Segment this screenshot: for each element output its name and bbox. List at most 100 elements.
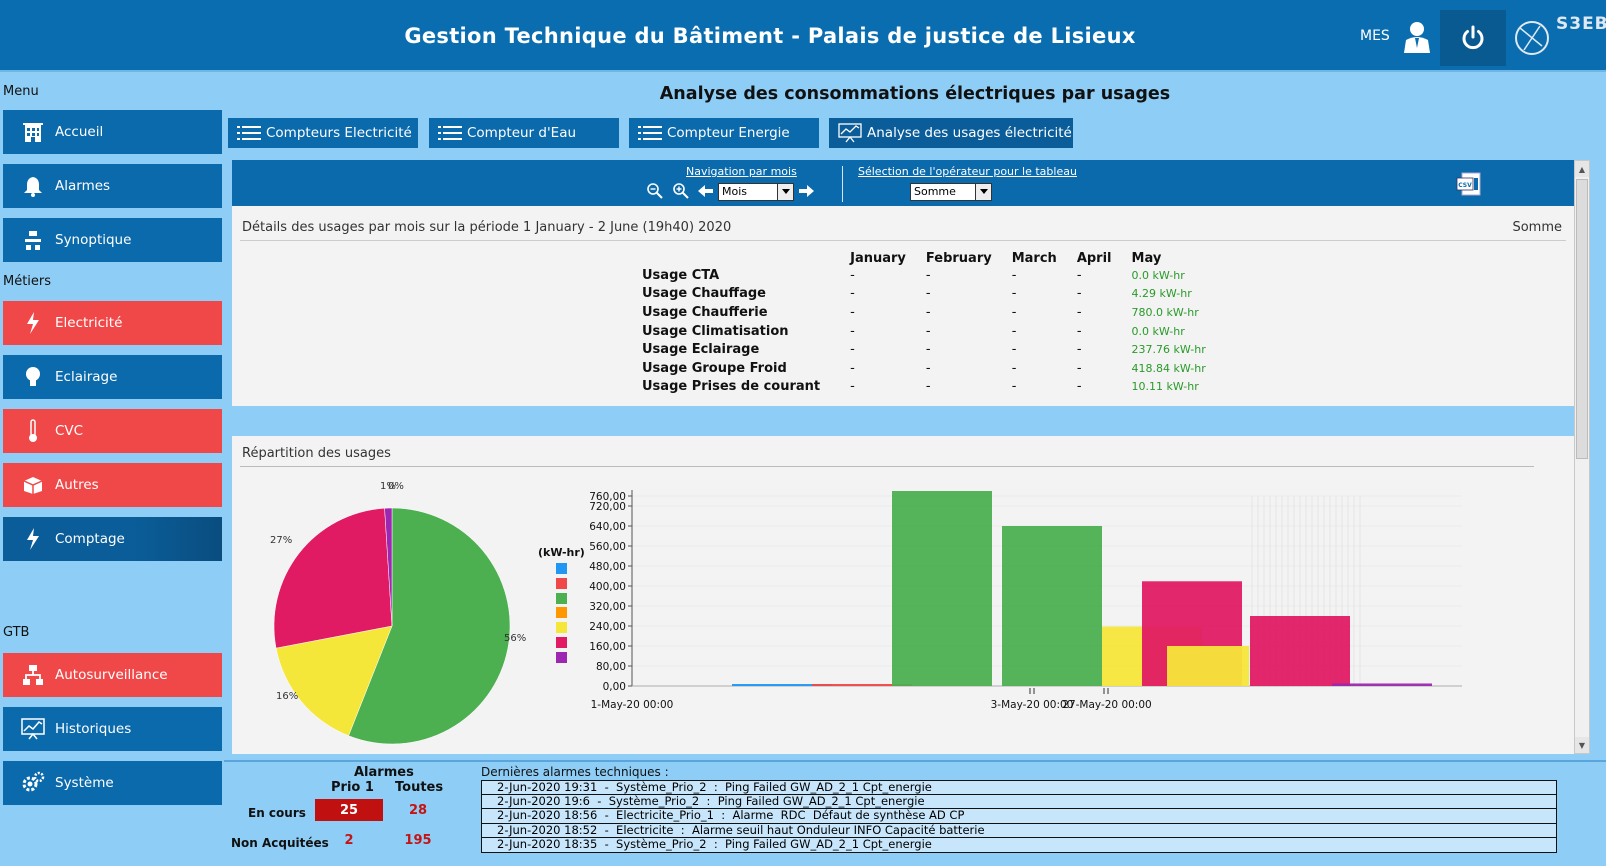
sidebar-item-autosurveillance[interactable]: Autosurveillance [3, 653, 222, 697]
header-bar: Gestion Technique du Bâtiment - Palais d… [0, 0, 1606, 72]
table-row: Usage Groupe Froid - - - - 418.84 kW-hr [642, 359, 1216, 378]
scroll-up-arrow-icon[interactable]: ▲ [1575, 161, 1589, 177]
usage-value-cell: - [925, 379, 931, 395]
sidebar-item-accueil[interactable]: Accueil [3, 110, 222, 154]
bar [1167, 646, 1249, 686]
pie-chart: 56% 16% 27% 1%0% [270, 481, 526, 745]
sidebar-item-alarmes[interactable]: Alarmes [3, 164, 222, 208]
usage-value-cell: - [1011, 342, 1017, 358]
table-row: Usage Eclairage - - - - 237.76 kW-hr [642, 340, 1216, 359]
usage-value-cell: - [1076, 360, 1082, 376]
all-column-header: Toutes [395, 780, 444, 795]
navigation-bar: Navigation par mois Mois Sélection de l'… [232, 160, 1574, 206]
legend-swatch [556, 563, 567, 574]
sidebar-item-label: Comptage [55, 531, 125, 547]
usage-value-cell: 4.29 kW-hr [1131, 287, 1192, 301]
unack-prio1-count[interactable]: 2 [344, 832, 354, 848]
tab-compteur-eau[interactable]: Compteur d'Eau [429, 118, 619, 148]
csv-export-icon[interactable]: CSV [1456, 172, 1482, 196]
mes-label[interactable]: MES [1360, 28, 1390, 44]
app-title: Gestion Technique du Bâtiment - Palais d… [404, 24, 1136, 48]
sidebar-item-cvc[interactable]: CVC [3, 409, 222, 453]
zoom-out-icon[interactable] [646, 182, 666, 202]
bar-chart: 0,00 80,00 160,00 240,00 320,00 400,00 480,00 5… [589, 490, 1462, 711]
bar [1332, 683, 1432, 686]
power-button[interactable] [1440, 10, 1506, 66]
usage-value-cell: - [1076, 342, 1082, 358]
alarm-list-item[interactable]: 2-Jun-2020 19:31 - Système_Prio_2 : Ping… [481, 780, 1557, 795]
network-icon [11, 653, 55, 697]
chart-section-title: Répartition des usages [242, 446, 391, 461]
pie-slice-label: 56% [504, 633, 526, 644]
bar [812, 684, 912, 686]
zoom-in-icon[interactable] [672, 182, 692, 202]
usage-value-cell: 10.11 kW-hr [1131, 380, 1199, 394]
bell-icon [11, 164, 55, 208]
unack-all-count[interactable]: 195 [404, 832, 432, 848]
vertical-scrollbar[interactable]: ▲ ▼ [1574, 160, 1590, 754]
current-all-count[interactable]: 28 [408, 802, 428, 818]
x-tick-label: 3-May-20 00:00 [991, 699, 1074, 711]
metiers-section-label: Métiers [3, 274, 52, 289]
list-icon [633, 118, 667, 148]
sidebar-item-autres[interactable]: Autres [3, 463, 222, 507]
usage-name-cell: Usage CTA [642, 267, 720, 283]
sidebar-item-label: Autres [55, 477, 99, 493]
bar [732, 684, 832, 686]
previous-arrow-icon[interactable] [696, 182, 716, 202]
sidebar-item-comptage[interactable]: Comptage [3, 517, 222, 561]
operator-select[interactable]: Somme [910, 183, 992, 201]
y-tick-label: 640,00 [589, 521, 626, 533]
tab-label: Compteur d'Eau [467, 125, 577, 141]
power-icon [1462, 25, 1484, 50]
usage-value-cell: 780.0 kW-hr [1131, 305, 1199, 319]
y-tick-label: 760,00 [589, 491, 626, 503]
next-arrow-icon[interactable] [798, 182, 818, 202]
details-operator: Somme [1512, 220, 1562, 235]
usage-value-cell: - [925, 267, 931, 283]
user-icon[interactable] [1400, 20, 1434, 54]
alarm-list-item[interactable]: 2-Jun-2020 19:6 - Système_Prio_2 : Ping … [481, 794, 1557, 810]
sidebar-item-historiques[interactable]: Historiques [3, 707, 222, 751]
alarm-list-item[interactable]: 2-Jun-2020 18:52 - Electricite : Alarme … [481, 823, 1557, 839]
x-tick-label: 1-May-20 00:00 [591, 699, 674, 711]
tab-label: Analyse des usages électricité [867, 125, 1072, 141]
sidebar-item-eclairage[interactable]: Eclairage [3, 355, 222, 399]
usage-value-cell: - [850, 342, 855, 358]
usage-value-cell: - [1011, 379, 1017, 395]
month-select[interactable]: Mois [718, 183, 794, 201]
divider [240, 466, 1534, 467]
logo-text: S3EB [1556, 14, 1606, 34]
usage-value-cell: - [850, 360, 855, 376]
bar [892, 491, 992, 686]
tab-compteurs-electricite[interactable]: Compteurs Electricité [228, 118, 418, 148]
main-content: Analyse des consommations électriques pa… [224, 74, 1606, 760]
sidebar-item-systeme[interactable]: Système [3, 761, 222, 805]
pie-slice [384, 507, 393, 627]
alarm-list-item[interactable]: 2-Jun-2020 18:35 - Système_Prio_2 : Ping… [481, 838, 1557, 853]
alarm-summary-title: Alarmes [354, 765, 414, 780]
tab-compteur-energie[interactable]: Compteur Energie [629, 118, 819, 148]
scroll-thumb[interactable] [1576, 179, 1588, 459]
operator-caption: Sélection de l'opérateur pour le tableau [858, 165, 1077, 178]
tab-analyse-usages[interactable]: Analyse des usages électricité [829, 118, 1073, 148]
bar [1250, 616, 1350, 686]
y-tick-label: 720,00 [589, 501, 626, 513]
scroll-down-arrow-icon[interactable]: ▼ [1575, 737, 1589, 753]
gtb-section-label: GTB [3, 625, 30, 640]
sidebar-item-synoptique[interactable]: Synoptique [3, 218, 222, 262]
sidebar-item-label: Synoptique [55, 232, 132, 248]
column-header: January [850, 250, 906, 266]
table-row: Usage Chaufferie - - - - 780.0 kW-hr [642, 303, 1216, 322]
current-prio1-count[interactable]: 25 [315, 799, 383, 821]
chart-legend: (kW-hr) [538, 546, 585, 667]
tab-label: Compteurs Electricité [266, 125, 412, 141]
sidebar-item-electricite[interactable]: Electricité [3, 301, 222, 345]
alarm-list-item[interactable]: 2-Jun-2020 18:56 - Electricite_Prio_1 : … [481, 809, 1557, 824]
legend-swatch [556, 607, 567, 619]
company-logo: S3EB [1512, 12, 1606, 60]
usage-value-cell: - [850, 323, 855, 339]
last-alarms-list: 2-Jun-2020 19:31 - Système_Prio_2 : Ping… [481, 780, 1557, 853]
table-header-row: January February March April May [642, 248, 1216, 266]
usage-value-cell: - [1076, 304, 1082, 320]
